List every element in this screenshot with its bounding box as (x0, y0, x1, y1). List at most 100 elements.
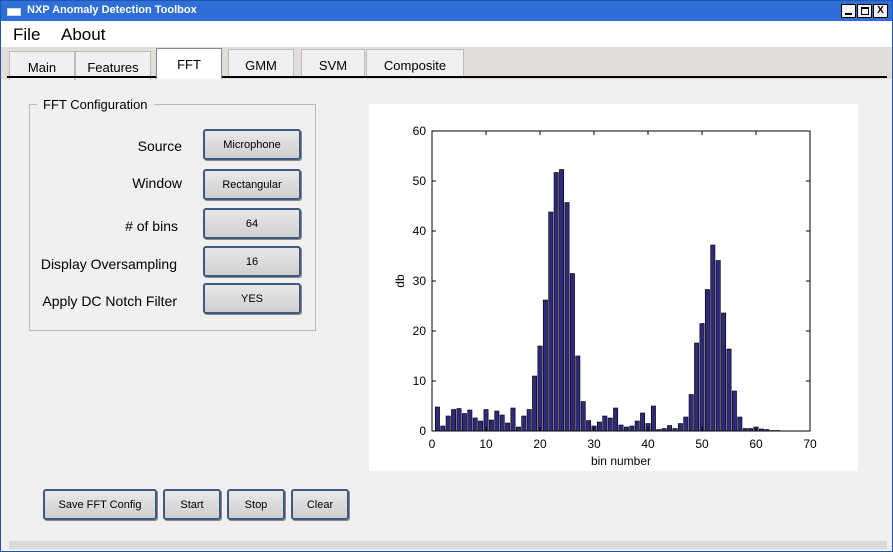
y-tick-label: 50 (413, 174, 427, 188)
source-button[interactable]: Microphone (203, 129, 301, 160)
fft-config-group (29, 104, 316, 331)
minimize-icon (845, 13, 852, 15)
fft-bar (634, 420, 640, 432)
stop-button[interactable]: Stop (227, 489, 285, 520)
fft-bar (586, 420, 592, 432)
tab-svm[interactable]: SVM (301, 49, 365, 78)
y-tick-label: 0 (419, 424, 426, 438)
fft-bar (694, 342, 700, 432)
bins-label: # of bins (125, 218, 178, 234)
fft-bar (667, 425, 673, 432)
fft-bar (672, 428, 678, 432)
close-button[interactable]: X (873, 4, 888, 18)
fft-bar (461, 413, 467, 432)
y-tick-label: 30 (413, 274, 427, 288)
fft-bar (715, 260, 721, 432)
y-axis-label: db (393, 274, 407, 288)
window-button[interactable]: Rectangular (203, 169, 301, 200)
tab-composite[interactable]: Composite (366, 49, 464, 78)
fft-bar (596, 421, 602, 432)
fft-bar (769, 430, 775, 432)
plot-area (431, 130, 811, 432)
fft-bar (764, 429, 770, 432)
fft-bar (650, 405, 656, 432)
x-tick-label: 10 (479, 437, 493, 451)
fft-bar (629, 425, 635, 432)
x-tick-label: 30 (587, 437, 601, 451)
fft-bar (532, 375, 538, 432)
fft-bar (748, 428, 754, 432)
tab-label: GMM (245, 58, 277, 73)
dc-notch-button[interactable]: YES (203, 283, 301, 314)
status-bar (9, 541, 887, 549)
fft-config-title: FFT Configuration (37, 97, 154, 112)
fft-plot-panel: 0 10 20 30 40 50 60 70 0 10 20 30 40 50 60 bin number… (369, 104, 858, 471)
title-bar[interactable]: NXP Anomaly Detection Toolbox X (1, 1, 892, 21)
tab-label: Main (27, 60, 57, 75)
fft-bar (737, 416, 743, 432)
fft-bar (559, 169, 565, 432)
x-tick-label: 0 (429, 437, 436, 451)
fft-bar (758, 428, 764, 432)
oversampling-button[interactable]: 16 (203, 246, 301, 277)
window-label: Window (132, 175, 182, 191)
menu-file[interactable]: File (13, 25, 41, 44)
fft-bar (548, 211, 554, 432)
fft-bar (456, 408, 462, 432)
menu-about[interactable]: About (61, 25, 106, 44)
fft-bar (742, 428, 748, 432)
fft-bar (434, 406, 440, 432)
dc-notch-label: Apply DC Notch Filter (42, 293, 177, 309)
fft-bar (505, 422, 511, 432)
fft-bar (472, 417, 478, 432)
fft-bar (499, 414, 505, 432)
start-button[interactable]: Start (163, 489, 221, 520)
y-tick-label: 20 (413, 324, 427, 338)
tab-label: FFT (177, 57, 201, 72)
fft-bar (537, 345, 543, 432)
maximize-icon (861, 7, 869, 15)
tab-fft[interactable]: FFT (156, 48, 222, 79)
fft-bar (613, 407, 619, 432)
fft-bar (607, 417, 613, 432)
fft-bar (688, 394, 694, 432)
menu-bar: File About (1, 21, 892, 47)
fft-bar (569, 273, 575, 432)
bars-group (434, 169, 781, 432)
oversampling-label: Display Oversampling (40, 256, 177, 272)
fft-bar (731, 390, 737, 432)
fft-bar (699, 323, 705, 432)
fft-bar (510, 407, 516, 432)
y-tick-label: 40 (413, 224, 427, 238)
fft-bar (494, 410, 500, 432)
fft-bar (775, 430, 781, 432)
clear-button[interactable]: Clear (291, 489, 349, 520)
source-label: Source (137, 138, 182, 154)
fft-bar (677, 423, 683, 432)
fft-bar (521, 415, 527, 432)
fft-bar (488, 419, 494, 432)
maximize-button[interactable] (857, 4, 872, 18)
x-tick-label: 60 (749, 437, 763, 451)
tab-label: SVM (318, 58, 348, 73)
bins-button[interactable]: 64 (203, 208, 301, 239)
minimize-button[interactable] (841, 4, 856, 18)
fft-bar (721, 312, 727, 432)
fft-bar (467, 409, 473, 432)
tab-features[interactable]: Features (75, 51, 151, 80)
fft-bar (526, 409, 532, 432)
save-fft-config-button[interactable]: Save FFT Config (43, 489, 157, 520)
x-tick-label: 70 (803, 437, 817, 451)
fft-bar (564, 202, 570, 432)
fft-bar (623, 426, 629, 432)
fft-bar (575, 355, 581, 432)
fft-bar (710, 244, 716, 432)
fft-bar (580, 401, 586, 432)
tab-main[interactable]: Main (9, 51, 75, 80)
y-axis-ticks: 0 10 20 30 40 50 60 (413, 124, 810, 438)
tab-gmm[interactable]: GMM (228, 49, 294, 78)
fft-bar (515, 426, 521, 432)
fft-bar (602, 415, 608, 432)
fft-bar (726, 348, 732, 432)
fft-bar (704, 289, 710, 432)
